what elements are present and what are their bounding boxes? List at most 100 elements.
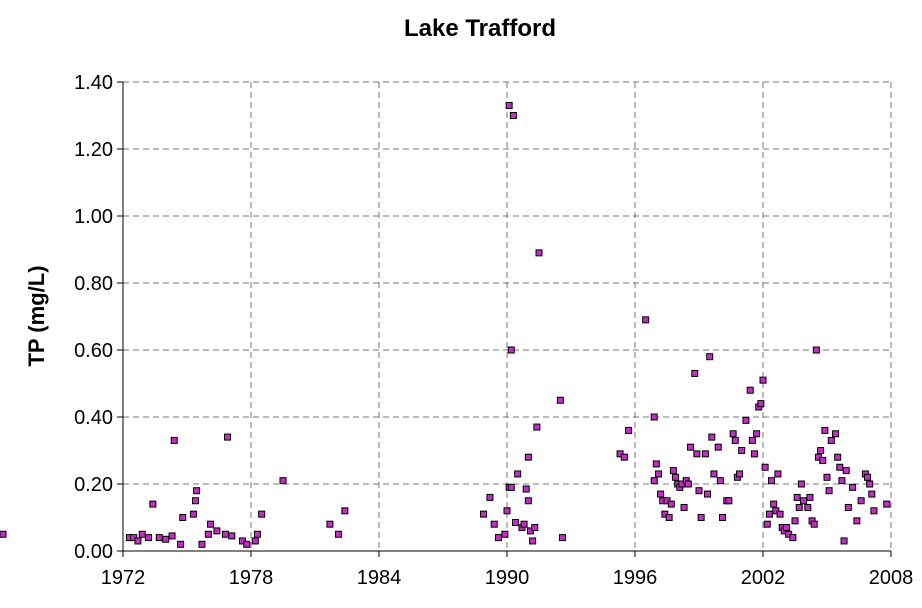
- point: [836, 463, 844, 471]
- y-tick-label: 0.60: [74, 340, 113, 362]
- point: [138, 530, 146, 538]
- point: [864, 473, 872, 481]
- point: [774, 470, 782, 478]
- point: [770, 500, 778, 508]
- point: [192, 497, 200, 505]
- point: [806, 493, 814, 501]
- point: [821, 426, 829, 434]
- point: [667, 500, 675, 508]
- point: [765, 510, 773, 518]
- point: [768, 477, 776, 485]
- point: [819, 457, 827, 465]
- point: [193, 487, 201, 495]
- point: [750, 450, 758, 458]
- point: [177, 540, 185, 548]
- point: [509, 112, 517, 119]
- point: [535, 249, 543, 257]
- point: [729, 430, 737, 438]
- point: [718, 514, 726, 521]
- point: [258, 510, 266, 518]
- point: [810, 520, 818, 528]
- point: [507, 346, 515, 354]
- y-tick-label: 1.40: [74, 72, 113, 94]
- point: [224, 433, 232, 441]
- point: [189, 510, 197, 518]
- point: [669, 467, 677, 475]
- x-tick-label: 1996: [613, 567, 658, 589]
- point: [686, 443, 694, 451]
- y-tick-label: 0.00: [74, 541, 113, 563]
- x-tick-label: 2002: [741, 567, 786, 589]
- point: [654, 470, 662, 478]
- point: [162, 535, 170, 543]
- point: [800, 497, 808, 505]
- point: [714, 443, 722, 451]
- point: [812, 346, 820, 354]
- point: [213, 527, 221, 535]
- point: [706, 353, 714, 361]
- point: [334, 530, 342, 538]
- point: [797, 480, 805, 488]
- y-axis-label: TP (mg/L): [24, 265, 49, 366]
- point: [558, 534, 566, 542]
- point: [701, 450, 709, 458]
- point: [279, 477, 287, 485]
- point: [757, 400, 765, 408]
- point: [759, 376, 767, 384]
- point: [155, 534, 163, 542]
- point: [791, 517, 799, 525]
- x-tick-label: 1978: [229, 567, 274, 589]
- point: [827, 436, 835, 444]
- point: [738, 447, 746, 454]
- point: [736, 470, 744, 478]
- point: [782, 524, 790, 532]
- point: [883, 500, 891, 508]
- point: [823, 473, 831, 481]
- point: [710, 470, 718, 478]
- point: [868, 490, 876, 498]
- point: [842, 467, 850, 475]
- point: [620, 453, 628, 461]
- point: [697, 514, 705, 521]
- y-tick-label: 1.00: [74, 206, 113, 228]
- point: [793, 493, 801, 501]
- point: [501, 530, 509, 538]
- point: [844, 503, 852, 511]
- point: [503, 507, 511, 515]
- point: [341, 507, 349, 515]
- point: [746, 386, 754, 394]
- point: [522, 485, 530, 493]
- chart-title: Lake Trafford: [404, 15, 556, 42]
- point: [789, 534, 797, 542]
- point: [650, 413, 658, 421]
- point: [168, 532, 176, 540]
- point: [507, 483, 515, 491]
- point: [149, 500, 157, 508]
- point: [840, 537, 848, 545]
- point: [253, 530, 261, 538]
- point: [825, 487, 833, 495]
- point: [179, 514, 187, 521]
- point: [731, 436, 739, 444]
- point: [817, 447, 825, 454]
- point: [204, 530, 212, 538]
- y-tick-label: 0.40: [74, 407, 113, 429]
- point: [716, 477, 724, 485]
- point: [533, 423, 541, 431]
- point: [857, 497, 865, 505]
- point: [776, 510, 784, 518]
- point: [134, 537, 142, 545]
- point: [531, 524, 539, 532]
- point: [243, 540, 251, 548]
- point: [206, 520, 214, 528]
- point: [494, 534, 502, 542]
- point: [170, 436, 178, 444]
- point: [480, 510, 488, 518]
- x-tick-label: 2008: [869, 567, 914, 589]
- point: [680, 503, 688, 511]
- point: [652, 460, 660, 468]
- point: [486, 493, 494, 501]
- point: [520, 520, 528, 528]
- point: [665, 514, 673, 521]
